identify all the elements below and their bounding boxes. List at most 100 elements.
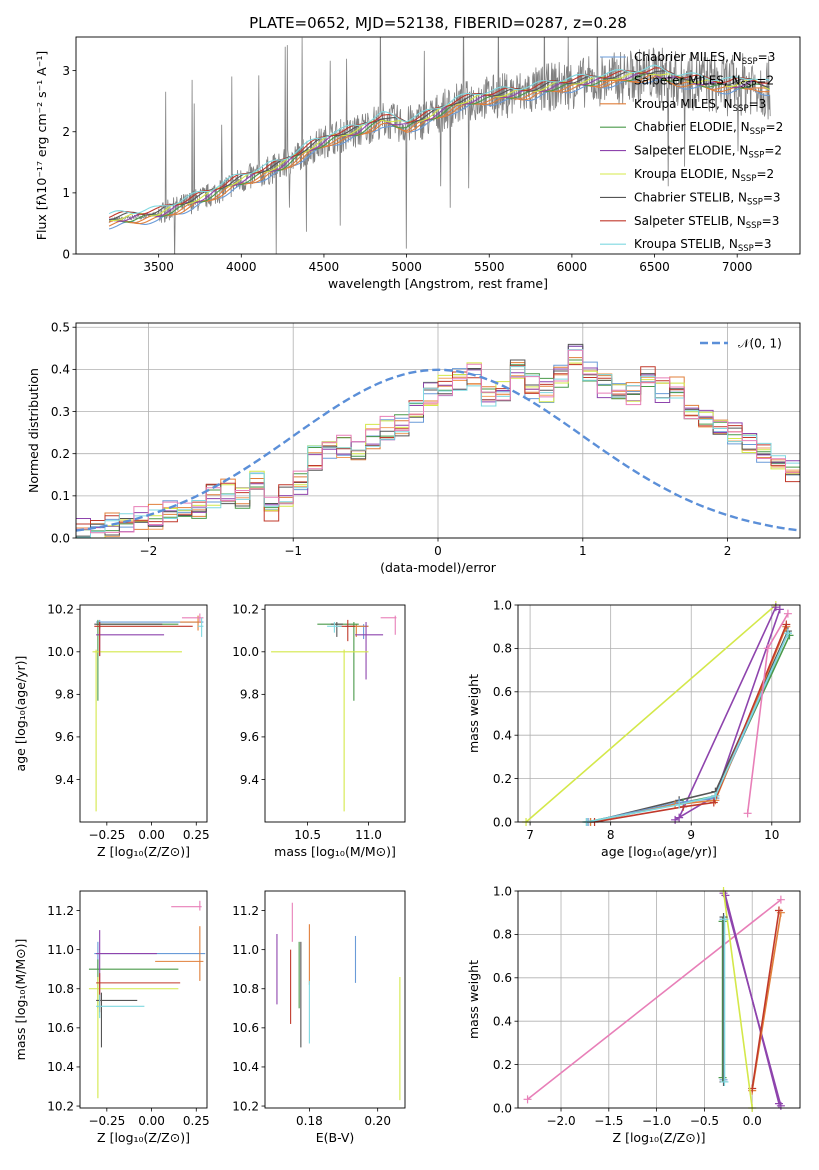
legend-entry-name: Kroupa MILES, N: [634, 97, 733, 111]
residuals-panel: −2 −1 0 1 2 0.0 0.1 0.2 0.3 0.4 0.5 (data-model)/er…: [26, 321, 801, 575]
y-tick-label: 10.4: [232, 1060, 259, 1074]
y-tick-label: 0.4: [493, 1015, 512, 1029]
y-tick-label: 10.6: [47, 1021, 74, 1035]
errorbar-point: [198, 617, 204, 637]
legend-entry: Salpeter STELIB, NSSP=3: [634, 214, 779, 231]
legend-entry-suffix: =3: [754, 237, 772, 251]
legend-entry-suffix: =3: [749, 97, 767, 111]
chart-title: PLATE=0652, MJD=52138, FIBERID=0287, z=0…: [249, 14, 627, 32]
legend-entry: Chabrier MILES, NSSP=3: [634, 50, 775, 67]
errorbar-point: [94, 622, 193, 657]
residuals-frame: [75, 322, 801, 539]
plus-marker: [763, 644, 772, 653]
errorbar-point: [94, 941, 206, 970]
plus-marker: [720, 915, 729, 924]
mass-weight-line: [527, 899, 782, 1100]
y-tick-label: 11.2: [47, 904, 74, 918]
legend-entry-suffix: =3: [763, 190, 781, 204]
x-tick-label: 0.25: [183, 828, 210, 842]
errorbar-point: [380, 615, 397, 635]
errorbar-point: [330, 622, 343, 637]
legend-entry-sub: SSP: [741, 80, 757, 90]
errorbar-point: [88, 977, 179, 1099]
y-tick-label: 0: [62, 247, 70, 261]
plus-marker: [743, 809, 752, 818]
plus-marker: [771, 603, 780, 612]
plus-marker: [775, 605, 784, 614]
legend-entry-name: Chabrier MILES, N: [634, 50, 742, 64]
x-tick-label: −0.5: [690, 1114, 719, 1128]
errorbar-point: [327, 622, 342, 633]
legend-entry-suffix: =3: [758, 50, 776, 64]
errorbar-point: [94, 622, 163, 629]
x-tick-label: 10.5: [294, 828, 321, 842]
plus-marker: [774, 906, 783, 915]
x-tick-label: −1.5: [594, 1114, 623, 1128]
y-tick-label: 0.2: [493, 772, 512, 786]
y-tick-label: 9.4: [55, 773, 74, 787]
y-tick-label: 0.8: [493, 928, 512, 942]
x-tick-label: 3500: [143, 260, 174, 274]
legend-entry: Salpeter MILES, NSSP=2: [634, 73, 774, 90]
mass-weight-line: [586, 632, 789, 822]
errorbar-point: [355, 622, 384, 680]
errorbar-point: [92, 649, 182, 812]
y-tick-label: 3: [62, 64, 70, 78]
plus-marker: [671, 815, 680, 824]
plus-marker: [782, 620, 791, 629]
mass_vs_EBV-frame: [264, 890, 406, 1109]
y-axis-label: Flux [fλ10⁻¹⁷ erg cm⁻² s⁻¹ A⁻¹]: [34, 51, 49, 240]
mass-weight-line: [586, 635, 791, 822]
y-tick-label: 11.0: [232, 943, 259, 957]
massweight_vs_age-panel: 7 8 9 10 0.0 0.2 0.4 0.6 0.8 1.0 age [log₁₀(age/yr…: [466, 598, 801, 859]
legend-entry-sub: SSP: [750, 127, 766, 137]
age_vs_mass-frame: [264, 604, 406, 823]
x-axis-label: Z [log₁₀(Z/Z⊙)]: [613, 1130, 706, 1145]
y-tick-label: 0.6: [493, 685, 512, 699]
x-tick-label: 0.00: [138, 1114, 165, 1128]
y-tick-label: 9.8: [55, 688, 74, 702]
plus-marker: [709, 798, 718, 807]
legend-entry: Salpeter ELODIE, NSSP=2: [634, 144, 782, 161]
plus-marker: [783, 609, 792, 618]
y-tick-label: 0.0: [493, 815, 512, 829]
mass-weight-line: [678, 606, 777, 819]
x-tick-label: −0.25: [88, 1114, 125, 1128]
x-tick-label: −0.25: [88, 828, 125, 842]
legend-entry: Chabrier ELODIE, NSSP=2: [634, 120, 783, 137]
errorbar-point: [96, 992, 138, 1048]
x-axis-label: age [log₁₀(age/yr)]: [601, 844, 717, 859]
legend-entry-name: Salpeter ELODIE, N: [634, 144, 748, 158]
x-axis-label: Z [log₁₀(Z/Z⊙)]: [97, 844, 190, 859]
mass_vs_EBV-panel: 0.18 0.20 10.2 10.4 10.6 10.8 11.0 11.2 E(B-V): [232, 890, 406, 1145]
y-tick-label: 11.0: [47, 943, 74, 957]
y-tick-label: 0.8: [493, 642, 512, 656]
x-tick-label: 5500: [474, 260, 505, 274]
mass_vs_Z-panel: −0.25 0.00 0.25 10.2 10.4 10.6 10.8 11.0 11.2 Z […: [13, 890, 210, 1145]
legend-entry: Kroupa ELODIE, NSSP=2: [634, 167, 774, 184]
y-tick-label: 0.0: [51, 531, 70, 545]
x-tick-label: −2.0: [546, 1114, 575, 1128]
mass-weight-line: [751, 910, 780, 1089]
legend-entry-name: Kroupa ELODIE, N: [634, 167, 741, 181]
y-tick-label: 10.2: [232, 603, 259, 617]
legend-entry-sub: SSP: [746, 221, 762, 231]
y-tick-label: 0.3: [51, 405, 70, 419]
y-tick-label: 10.8: [47, 982, 74, 996]
x-axis-label: mass [log₁₀(M/M⊙)]: [274, 844, 396, 859]
y-tick-label: 0.1: [51, 489, 70, 503]
mass-weight-line: [674, 609, 781, 821]
y-tick-label: 2: [62, 125, 70, 139]
x-axis-label: wavelength [Angstrom, rest frame]: [328, 276, 548, 291]
errorbar-point: [155, 926, 204, 981]
histogram-step-line: [76, 349, 800, 534]
errorbar-point: [317, 622, 359, 701]
y-tick-label: 1: [62, 186, 70, 200]
y-tick-label: 10.2: [47, 603, 74, 617]
mass-weight-line: [590, 626, 788, 822]
x-tick-label: 8: [607, 828, 615, 842]
age_vs_Z-frame: [79, 604, 208, 823]
mass-weight-line: [525, 605, 777, 822]
legend-entry-suffix: =2: [764, 144, 782, 158]
legend-entry-name: Kroupa STELIB, N: [634, 237, 738, 251]
